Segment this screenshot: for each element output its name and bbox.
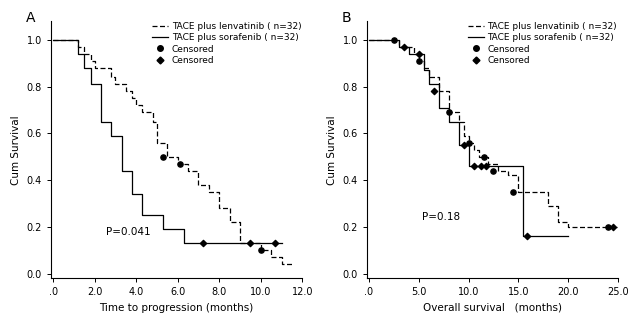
- Point: [255, 248, 266, 253]
- Point: [413, 58, 424, 64]
- X-axis label: Time to progression (months): Time to progression (months): [100, 303, 254, 313]
- Text: B: B: [342, 11, 351, 25]
- Point: [429, 89, 439, 94]
- Text: A: A: [26, 11, 35, 25]
- X-axis label: Overall survival   (months): Overall survival (months): [423, 303, 562, 313]
- Legend: TACE plus lenvatinib ( n=32), TACE plus sorafenib ( n=32), Censored, Censored: TACE plus lenvatinib ( n=32), TACE plus …: [152, 22, 301, 65]
- Point: [413, 51, 424, 56]
- Y-axis label: Cum Survival: Cum Survival: [11, 115, 21, 184]
- Point: [608, 224, 618, 229]
- Point: [388, 37, 399, 42]
- Point: [481, 164, 492, 169]
- Point: [463, 140, 474, 145]
- Point: [522, 234, 532, 239]
- Point: [508, 189, 518, 194]
- Legend: TACE plus lenvatinib ( n=32), TACE plus sorafenib ( n=32), Censored, Censored: TACE plus lenvatinib ( n=32), TACE plus …: [468, 22, 617, 65]
- Point: [245, 241, 255, 246]
- Text: P=0.041: P=0.041: [106, 227, 151, 237]
- Point: [198, 241, 208, 246]
- Point: [603, 224, 613, 229]
- Point: [399, 44, 409, 49]
- Text: P=0.18: P=0.18: [422, 212, 460, 222]
- Point: [488, 168, 499, 173]
- Point: [476, 164, 486, 169]
- Point: [175, 161, 185, 166]
- Point: [158, 154, 168, 159]
- Point: [270, 241, 280, 246]
- Point: [458, 143, 468, 148]
- Point: [478, 154, 488, 159]
- Y-axis label: Cum Survival: Cum Survival: [327, 115, 337, 184]
- Point: [444, 110, 454, 115]
- Point: [468, 164, 479, 169]
